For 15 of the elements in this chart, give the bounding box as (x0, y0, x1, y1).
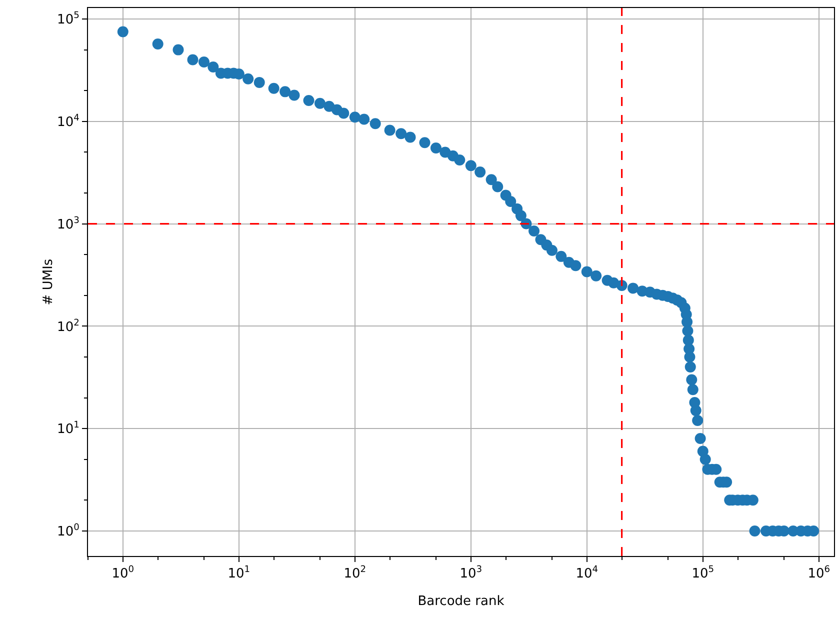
x-tick-label: 10$^{2}$ (344, 565, 366, 582)
y-tick-label: 10$^{4}$ (57, 113, 80, 130)
y-axis-title: # UMIs (41, 258, 56, 306)
x-tick-label: 10$^{5}$ (692, 565, 714, 582)
y-tick-label: 10$^{0}$ (57, 523, 80, 540)
x-tick-label: 10$^{3}$ (460, 565, 482, 582)
y-tick-label: 10$^{2}$ (57, 318, 80, 335)
x-tick-label: 10$^{4}$ (576, 565, 598, 582)
y-tick-label: 10$^{3}$ (57, 216, 80, 232)
y-tick-label: 10$^{1}$ (57, 420, 80, 438)
x-tick-label: 10$^{1}$ (228, 565, 250, 582)
y-tick-label: 10$^{5}$ (57, 11, 80, 28)
x-axis-title: Barcode rank (418, 594, 505, 609)
x-tick-label: 10$^{6}$ (808, 565, 830, 582)
x-tick-label: 10$^{0}$ (112, 565, 134, 582)
